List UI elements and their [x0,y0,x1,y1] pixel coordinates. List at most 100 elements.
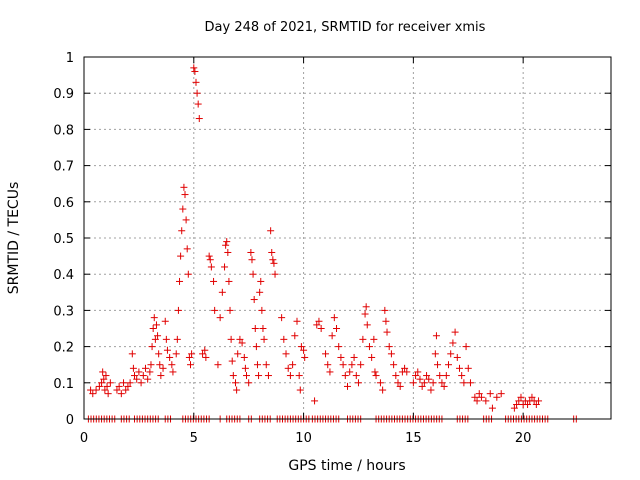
data-point [95,382,103,390]
data-point [371,368,379,376]
data-point [513,401,521,409]
data-point [166,353,174,361]
data-point [259,325,267,332]
data-point [202,353,210,361]
data-point [207,263,215,271]
data-point [414,368,422,376]
data-point [311,397,319,405]
y-tick-label: 0.3 [53,304,74,319]
data-point [135,368,143,376]
data-point [535,397,543,405]
data-point [354,379,362,387]
data-point [186,361,194,369]
data-point [432,332,440,340]
data-point [194,100,202,108]
data-point [453,353,461,361]
data-point [427,386,435,394]
data-point [324,361,332,369]
data-point [238,339,246,347]
data-point [464,364,472,372]
data-point [284,364,292,372]
data-point [282,350,290,358]
data-point [161,317,169,325]
data-point [225,277,233,285]
data-point [104,390,112,398]
data-point [365,343,373,351]
data-point [382,317,390,325]
data-point [229,372,237,380]
y-tick-label: 0 [66,413,74,428]
data-point [434,361,442,369]
data-point [517,393,525,401]
data-point [184,270,192,278]
y-tick-label: 1 [66,51,74,66]
data-point [493,393,501,401]
data-point [280,335,288,343]
data-point [192,78,200,86]
data-point [449,339,457,347]
y-axis-label: SRMTID / TECUs [6,182,22,295]
data-point [510,404,518,412]
y-tick-label: 0.2 [53,341,74,356]
data-point [182,216,190,224]
data-point [185,353,193,361]
data-point [162,335,170,343]
data-point [218,288,226,296]
data-point [128,350,136,358]
data-point [317,325,325,332]
grid-lines [84,57,611,419]
data-point [455,364,463,372]
data-point [89,390,97,398]
data-point [245,379,253,387]
data-point [315,317,323,325]
data-point [141,364,149,372]
data-point [445,361,453,369]
data-point [120,379,128,387]
data-point [193,89,201,97]
data-point [99,368,107,376]
data-point [129,364,137,372]
data-point [148,343,156,351]
data-point [466,379,474,387]
data-point [183,245,191,253]
data-point [379,386,387,394]
data-point [486,390,494,398]
x-axis-label: GPS time / hours [288,458,405,474]
data-point [528,393,536,401]
data-point [176,277,184,285]
data-point [333,325,341,332]
data-point [92,386,100,394]
data-point [256,288,264,296]
data-point [330,314,338,322]
data-point [267,227,275,235]
data-point [431,350,439,358]
data-point [447,350,455,358]
data-point [387,350,395,358]
data-point [181,191,189,199]
x-tick-label: 10 [295,431,312,446]
data-point [255,372,263,380]
data-point [106,379,114,387]
data-point [335,343,343,351]
data-point [214,361,222,369]
data-point [271,270,279,278]
y-tick-label: 0.5 [53,232,74,247]
data-points [84,64,580,423]
y-tick-label: 0.4 [53,268,74,283]
data-point [152,321,160,329]
data-point [344,382,351,390]
data-point [221,263,229,271]
data-point [144,375,152,383]
data-point [234,350,242,358]
data-point [269,256,277,264]
data-point [169,368,177,376]
data-point [252,343,260,351]
data-point [524,401,532,409]
data-point [210,277,218,285]
data-point [251,325,259,332]
data-point [497,390,505,398]
data-point [293,317,301,325]
data-point [98,379,106,387]
data-point [180,183,188,191]
